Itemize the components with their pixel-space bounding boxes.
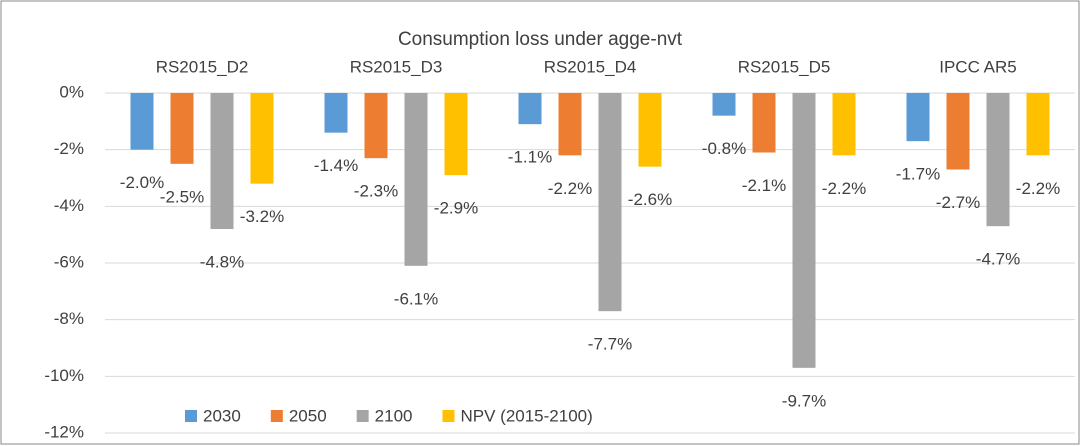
legend-swatch (185, 410, 197, 422)
y-tick-label: -4% (54, 196, 84, 215)
bar (404, 93, 428, 266)
bar (250, 93, 274, 184)
data-label: -1.4% (314, 156, 358, 175)
y-tick-label: -12% (44, 422, 84, 441)
data-label: -2.2% (822, 179, 866, 198)
bar (752, 93, 776, 153)
data-label: -2.7% (936, 193, 980, 212)
data-label: -3.2% (240, 207, 284, 226)
bar (986, 93, 1010, 227)
bar (130, 93, 154, 150)
legend-swatch (270, 410, 283, 422)
y-tick-label: -10% (44, 366, 84, 385)
y-tick-label: 0% (59, 82, 84, 101)
y-tick-label: -8% (54, 309, 84, 328)
bar (1026, 93, 1050, 156)
legend-label: 2030 (203, 406, 241, 425)
bar (832, 93, 856, 156)
legend-swatch (442, 410, 455, 422)
bar (946, 93, 970, 170)
y-tick-label: -6% (54, 252, 84, 271)
bar (324, 93, 348, 133)
data-label: -2.5% (160, 187, 204, 206)
y-tick-label: -2% (54, 139, 84, 158)
data-label: -0.8% (702, 139, 746, 158)
legend-label: 2100 (375, 406, 413, 425)
bar (444, 93, 468, 176)
data-label: -2.9% (434, 199, 478, 218)
category-label: RS2015_D4 (544, 57, 637, 76)
data-label: -2.6% (628, 190, 672, 209)
category-label: IPCC AR5 (939, 57, 1016, 76)
data-label: -2.3% (354, 182, 398, 201)
bar (792, 93, 816, 368)
legend-label: 2050 (289, 406, 327, 425)
data-label: -2.2% (1016, 179, 1060, 198)
data-label: -4.8% (200, 252, 244, 271)
chart-title: Consumption loss under agge-nvt (398, 29, 683, 50)
bar (598, 93, 622, 312)
category-label: RS2015_D5 (738, 57, 831, 76)
data-label: -6.1% (394, 289, 438, 308)
data-label: -2.0% (120, 173, 164, 192)
data-label: -9.7% (782, 391, 826, 410)
data-label: -7.7% (588, 335, 632, 354)
bar (518, 93, 542, 125)
bar (210, 93, 234, 229)
data-label: -2.1% (742, 176, 786, 195)
data-label: -4.7% (976, 250, 1020, 269)
bar (712, 93, 736, 116)
data-label: -2.2% (548, 179, 592, 198)
data-label: -1.1% (508, 148, 552, 167)
bar (364, 93, 388, 159)
category-label: RS2015_D3 (350, 57, 443, 76)
bar (558, 93, 582, 156)
category-label: RS2015_D2 (156, 57, 249, 76)
bar (170, 93, 194, 164)
data-label: -1.7% (896, 165, 940, 184)
legend-label: NPV (2015-2100) (460, 406, 592, 425)
bar (906, 93, 930, 142)
legend-swatch (356, 410, 369, 422)
bar (638, 93, 662, 167)
